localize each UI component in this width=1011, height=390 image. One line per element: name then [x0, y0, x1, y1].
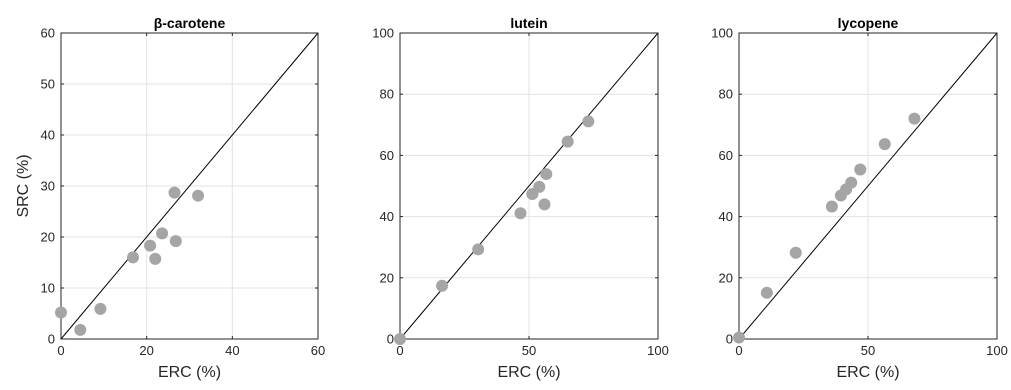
y-tick-label: 20	[719, 270, 733, 285]
chart-title: lutein	[510, 15, 547, 31]
data-point	[168, 186, 181, 199]
y-tick-label: 0	[48, 332, 55, 347]
y-tick-label: 20	[41, 230, 55, 245]
data-point	[533, 180, 546, 193]
data-point	[540, 168, 553, 181]
data-point	[561, 135, 574, 148]
y-tick-label: 0	[387, 332, 394, 347]
y-tick-label: 0	[726, 332, 733, 347]
data-point	[733, 331, 745, 344]
y-tick-label: 80	[380, 87, 394, 102]
x-tick-label: 20	[139, 343, 153, 358]
y-tick-label: 60	[41, 26, 55, 41]
data-point	[156, 227, 169, 240]
y-tick-label: 60	[719, 148, 733, 163]
data-point	[514, 207, 527, 220]
panel-lutein: 0 50 100 0 20 40 60 80 100 lutein ERC (%)	[372, 15, 669, 381]
panel-beta-carotene: 0 20 40 60 0 10 20 30 40 50 60 β-carotene ERC (%) SRC…	[15, 15, 325, 381]
chart-title: β-carotene	[154, 15, 226, 31]
data-point	[789, 246, 802, 259]
data-point	[908, 112, 921, 125]
x-axis-label: ERC (%)	[836, 364, 899, 381]
data-point	[538, 198, 551, 211]
panel-lycopene: 0 50 100 0 20 40 60 80 100 lycopene ERC (%)	[711, 15, 1008, 381]
x-tick-label: 100	[647, 343, 669, 358]
y-tick-label: 10	[41, 281, 55, 296]
data-point	[55, 306, 67, 319]
data-point	[126, 251, 139, 264]
y-tick-label: 100	[711, 26, 733, 41]
y-tick-label: 40	[719, 209, 733, 224]
data-point	[825, 200, 838, 213]
y-tick-label: 30	[41, 179, 55, 194]
identity-line	[738, 32, 998, 340]
data-point	[149, 252, 162, 265]
x-tick-label: 100	[986, 343, 1008, 358]
x-tick-label: 0	[396, 343, 403, 358]
y-tick-label: 40	[41, 128, 55, 143]
data-point	[169, 235, 182, 248]
x-tick-label: 40	[225, 343, 239, 358]
x-tick-label: 0	[735, 343, 742, 358]
y-tick-label: 40	[380, 209, 394, 224]
x-axis-label: ERC (%)	[158, 364, 221, 381]
data-point	[192, 189, 205, 202]
x-tick-label: 50	[522, 343, 536, 358]
data-point	[845, 176, 858, 189]
y-axis-label: SRC (%)	[15, 154, 32, 217]
identity-line	[60, 32, 319, 340]
x-tick-label: 50	[861, 343, 875, 358]
data-point	[74, 323, 87, 336]
data-point	[94, 302, 107, 315]
y-tick-label: 80	[719, 87, 733, 102]
y-tick-label: 60	[380, 148, 394, 163]
data-point	[760, 286, 773, 299]
x-axis-label: ERC (%)	[497, 364, 560, 381]
data-point	[854, 163, 867, 176]
x-tick-label: 0	[57, 343, 64, 358]
data-point	[472, 243, 485, 256]
data-point	[394, 333, 406, 345]
data-point	[144, 239, 157, 252]
data-point	[878, 138, 891, 151]
data-point	[436, 279, 449, 292]
x-tick-label: 60	[311, 343, 325, 358]
chart-title: lycopene	[838, 15, 899, 31]
y-tick-label: 50	[41, 77, 55, 92]
y-tick-label: 100	[372, 26, 394, 41]
data-point	[582, 115, 595, 128]
y-tick-label: 20	[380, 270, 394, 285]
